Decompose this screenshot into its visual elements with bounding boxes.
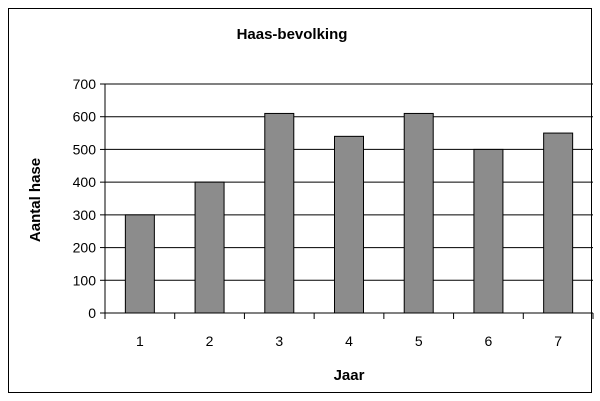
y-tick-label: 400 [73, 174, 97, 190]
y-axis-label: Aantal hase [27, 158, 44, 242]
x-axis-label: Jaar [334, 367, 365, 384]
chart-title: Haas-bevolking [237, 26, 348, 43]
bar [335, 136, 364, 313]
x-tick-label: 5 [415, 333, 423, 349]
y-tick-label: 200 [73, 240, 97, 256]
y-tick-label: 100 [73, 272, 97, 288]
y-tick-labels: 0 100 200 300 400 500 600 700 [73, 76, 97, 321]
bar [195, 182, 224, 313]
x-tick-label: 1 [136, 333, 144, 349]
bar [544, 133, 573, 313]
y-tick-label: 700 [73, 76, 97, 92]
y-tick-label: 500 [73, 141, 97, 157]
x-tick-labels: 1 2 3 4 5 6 7 [136, 333, 562, 349]
bar [125, 215, 154, 313]
x-tick-label: 7 [554, 333, 562, 349]
bar [404, 113, 433, 313]
x-tick-label: 4 [345, 333, 353, 349]
x-tick-label: 2 [206, 333, 214, 349]
y-tick-label: 0 [88, 305, 96, 321]
bar [474, 149, 503, 313]
bar [265, 113, 294, 313]
bars [125, 113, 572, 313]
x-tick-label: 3 [275, 333, 283, 349]
x-tick-label: 6 [485, 333, 493, 349]
y-tick-label: 600 [73, 109, 97, 125]
y-tick-label: 300 [73, 207, 97, 223]
